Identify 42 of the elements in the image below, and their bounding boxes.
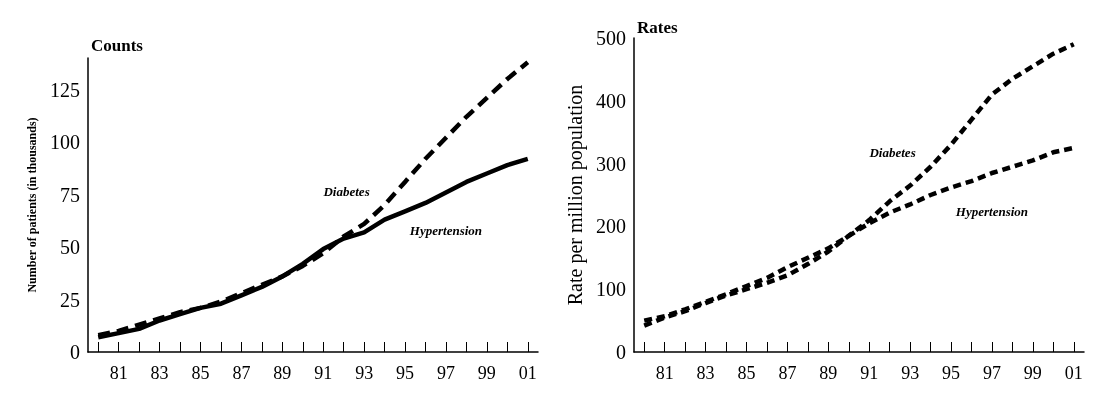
y-tick-label: 200 [596,215,626,238]
y-tick-label: 125 [50,78,80,101]
x-tick-label: 93 [355,363,374,383]
x-tick-label: 99 [1023,363,1042,383]
x-tick-label: 91 [860,363,879,383]
y-tick-label: 100 [596,278,626,301]
series-label: Diabetes [868,145,916,161]
x-tick-label: 85 [737,363,756,383]
chart-title: Rates [637,18,678,37]
y-axis-title: Number of patients (in thousands) [25,117,39,293]
x-tick-label: 93 [901,363,920,383]
x-tick-label: 87 [232,363,251,383]
x-tick-label: 83 [696,363,715,383]
y-tick-label: 300 [596,152,626,175]
x-tick-label: 95 [396,363,415,383]
series-label: Hypertension [408,222,483,238]
x-tick-label: 97 [982,363,1001,383]
x-tick-label: 81 [655,363,674,383]
y-tick-label: 50 [60,236,80,258]
x-tick-label: 95 [942,363,961,383]
chart-title: Counts [91,36,144,55]
y-tick-label: 500 [596,27,626,49]
y-tick-label: 100 [50,131,80,153]
x-tick-label: 91 [314,363,333,383]
series-label: Diabetes [322,183,370,199]
x-tick-label: 89 [273,363,292,383]
y-tick-label: 0 [70,341,80,363]
x-tick-label: 81 [109,363,128,383]
x-tick-label: 85 [191,363,210,383]
x-tick-label: 97 [436,363,455,383]
x-tick-label: 01 [518,363,537,383]
x-tick-label: 01 [1064,363,1083,383]
y-axis-title: Rate per million population [564,84,588,306]
y-tick-label: 25 [60,288,80,311]
x-tick-label: 87 [778,363,797,383]
x-tick-label: 99 [477,363,496,383]
x-tick-label: 89 [819,363,838,383]
y-tick-label: 400 [596,89,626,112]
series-label: Hypertension [954,203,1029,219]
x-tick-label: 83 [150,363,169,383]
y-tick-label: 75 [60,183,80,206]
y-tick-label: 0 [616,341,626,363]
